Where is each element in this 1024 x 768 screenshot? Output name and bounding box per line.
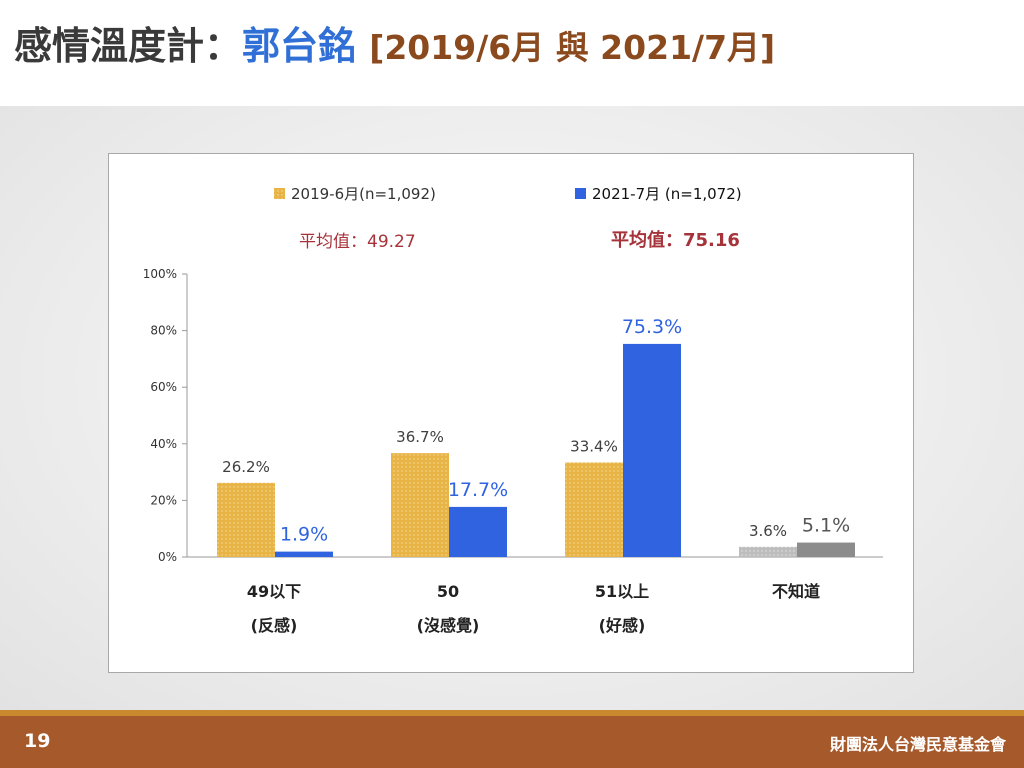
page-number: 19	[24, 730, 51, 752]
category-label: 49以下	[247, 582, 301, 601]
bar-2019	[739, 546, 797, 557]
bar-2019	[391, 453, 449, 557]
bar-2021	[797, 542, 855, 557]
title-name: 郭台銘	[242, 24, 357, 68]
data-label-2019: 33.4%	[570, 437, 618, 455]
bar-2021	[623, 343, 681, 557]
bar-2021	[275, 551, 333, 557]
bar-2021	[449, 506, 507, 557]
title-dates: [2019/6月 與 2021/7月]	[369, 28, 776, 67]
footer-bar: 19 財團法人台灣民意基金會	[0, 716, 1024, 768]
y-tick-label: 20%	[150, 493, 177, 507]
chart-panel: 0% 20% 40% 60% 80% 100% 2019-6月(n=1,092) 2021-7…	[108, 153, 914, 673]
footer-accent-line	[0, 710, 1024, 716]
category-label: 50	[437, 582, 459, 601]
data-label-2021: 75.3%	[622, 316, 682, 338]
y-tick-label: 40%	[150, 437, 177, 451]
data-label-2019: 26.2%	[222, 458, 270, 476]
data-label-2021: 5.1%	[802, 515, 850, 537]
legend-label-2019: 2019-6月(n=1,092)	[291, 185, 436, 203]
y-tick-label: 0%	[158, 550, 177, 564]
category-sublabel: (沒感覺)	[417, 616, 480, 635]
title-prefix: 感情溫度計：	[14, 24, 243, 68]
legend-swatch-2021	[575, 188, 586, 199]
page-title: 感情溫度計：郭台銘 [2019/6月 與 2021/7月]	[14, 22, 775, 72]
bar-2019	[217, 482, 275, 557]
y-tick-label: 80%	[150, 324, 177, 338]
y-tick-label: 100%	[143, 267, 177, 281]
bar-2019	[565, 462, 623, 557]
category-sublabel: (反感)	[251, 616, 298, 635]
category-label: 51以上	[595, 582, 649, 601]
organization-name: 財團法人台灣民意基金會	[829, 735, 1006, 754]
legend-swatch-2019	[274, 188, 285, 199]
legend-label-2021: 2021-7月 (n=1,072)	[592, 185, 742, 203]
category-sublabel: (好感)	[599, 616, 646, 635]
data-label-2019: 36.7%	[396, 428, 444, 446]
bar-chart: 0% 20% 40% 60% 80% 100% 2019-6月(n=1,092) 2021-7…	[143, 185, 883, 635]
data-label-2021: 1.9%	[280, 524, 328, 546]
data-label-2021: 17.7%	[448, 479, 508, 501]
mean-label-2019: 平均值：49.27	[299, 232, 416, 252]
category-label: 不知道	[772, 582, 820, 601]
y-tick-label: 60%	[150, 380, 177, 394]
mean-label-2021: 平均值：75.16	[611, 229, 740, 251]
data-label-2019: 3.6%	[749, 522, 787, 540]
